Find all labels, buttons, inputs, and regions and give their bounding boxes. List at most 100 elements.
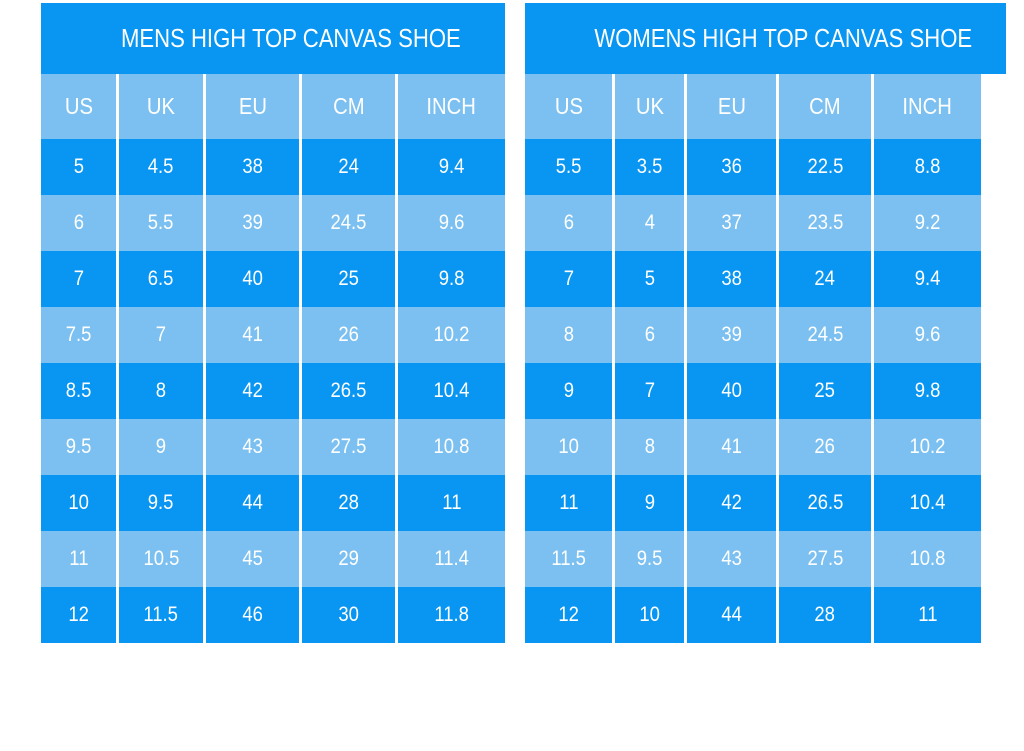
cell-value: 4 (644, 211, 655, 234)
cell-value: 22.5 (807, 155, 843, 178)
table-cell: 4 (615, 195, 687, 251)
column-header-uk: UK (119, 74, 206, 139)
table-row: 12 11.5 46 30 11.8 (41, 587, 505, 643)
table-cell: 9.5 (119, 475, 206, 531)
table-cell: 9.4 (398, 139, 505, 195)
table-row: 10 9.5 44 28 11 (41, 475, 505, 531)
column-header-label: US (554, 93, 583, 119)
cell-value: 11 (68, 547, 89, 570)
table-row: 7 5 38 24 9.4 (525, 251, 981, 307)
cell-value: 10 (639, 603, 660, 626)
cell-value: 5 (644, 267, 655, 290)
table-cell: 6.5 (119, 251, 206, 307)
cell-value: 10.5 (143, 547, 179, 570)
cell-value: 8.8 (914, 155, 941, 178)
table-cell: 9.8 (874, 363, 981, 419)
column-header-cm: CM (302, 74, 398, 139)
cell-value: 25 (814, 379, 836, 402)
cell-value: 10.4 (433, 379, 470, 402)
table-cell: 41 (206, 307, 302, 363)
cell-value: 26.5 (807, 491, 843, 514)
table-cell: 5 (41, 139, 119, 195)
cell-value: 9 (563, 379, 574, 402)
column-header-eu: EU (206, 74, 302, 139)
header-row: US UK EU CM INCH (525, 74, 981, 139)
table-cell: 10.2 (398, 307, 505, 363)
cell-value: 39 (721, 323, 742, 346)
table-cell: 42 (206, 363, 302, 419)
size-charts: MENS HIGH TOP CANVAS SHOE US UK EU CM INCH 5… (41, 3, 1006, 643)
table-row: 5.5 3.5 36 22.5 8.8 (525, 139, 981, 195)
table-row: 12 10 44 28 11 (525, 587, 981, 643)
table-cell: 9.2 (874, 195, 981, 251)
cell-value: 7 (563, 267, 574, 290)
table-cell: 24 (302, 139, 398, 195)
cell-value: 10.4 (909, 491, 946, 514)
cell-value: 10.2 (433, 323, 470, 346)
cell-value: 27.5 (807, 547, 843, 570)
womens-size-chart: WOMENS HIGH TOP CANVAS SHOE US UK EU CM INCH… (525, 3, 1006, 643)
header-row: US UK EU CM INCH (41, 74, 505, 139)
cell-value: 38 (721, 267, 742, 290)
cell-value: 11.5 (551, 547, 586, 570)
table-cell: 11 (874, 587, 981, 643)
table-cell: 4.5 (119, 139, 206, 195)
cell-value: 44 (721, 603, 742, 626)
table-cell: 8 (119, 363, 206, 419)
table-cell: 26 (779, 419, 874, 475)
cell-value: 9.8 (438, 267, 465, 290)
cell-value: 25 (338, 267, 359, 290)
cell-value: 5.5 (555, 155, 582, 178)
table-row: 6 5.5 39 24.5 9.6 (41, 195, 505, 251)
table-row: 7 6.5 40 25 9.8 (41, 251, 505, 307)
table-cell: 44 (687, 587, 779, 643)
column-header-label: US (64, 93, 93, 119)
cell-value: 10.8 (433, 435, 470, 458)
table-cell: 11 (525, 475, 615, 531)
cell-value: 24.5 (807, 323, 843, 346)
womens-chart-title: WOMENS HIGH TOP CANVAS SHOE (594, 23, 973, 53)
table-cell: 11.8 (398, 587, 505, 643)
cell-value: 23.5 (807, 211, 843, 234)
cell-value: 9.6 (914, 323, 941, 346)
table-cell: 5 (615, 251, 687, 307)
table-cell: 10.4 (398, 363, 505, 419)
table-row: 8 6 39 24.5 9.6 (525, 307, 981, 363)
table-cell: 3.5 (615, 139, 687, 195)
column-header-inch: INCH (874, 74, 981, 139)
cell-value: 40 (242, 267, 263, 290)
table-cell: 10.2 (874, 419, 981, 475)
table-cell: 27.5 (779, 531, 874, 587)
table-cell: 30 (302, 587, 398, 643)
table-cell: 24.5 (302, 195, 398, 251)
cell-value: 46 (242, 603, 263, 626)
cell-value: 12 (558, 603, 579, 626)
table-cell: 27.5 (302, 419, 398, 475)
cell-value: 43 (242, 435, 263, 458)
table-cell: 9 (615, 475, 687, 531)
table-cell: 11 (398, 475, 505, 531)
mens-size-chart: MENS HIGH TOP CANVAS SHOE US UK EU CM INCH 5… (41, 3, 505, 643)
cell-value: 9.6 (438, 211, 465, 234)
cell-value: 11 (441, 491, 462, 514)
cell-value: 10.8 (909, 547, 946, 570)
table-cell: 9.6 (398, 195, 505, 251)
table-cell: 11.5 (119, 587, 206, 643)
table-cell: 7 (41, 251, 119, 307)
cell-value: 10 (68, 491, 89, 514)
table-cell: 41 (687, 419, 779, 475)
cell-value: 6 (644, 323, 655, 346)
cell-value: 10.2 (909, 435, 946, 458)
cell-value: 28 (814, 603, 836, 626)
cell-value: 11 (917, 603, 938, 626)
cell-value: 9.5 (636, 547, 663, 570)
table-cell: 5.5 (525, 139, 615, 195)
table-cell: 8 (615, 419, 687, 475)
cell-value: 26.5 (330, 379, 367, 402)
cell-value: 42 (242, 379, 263, 402)
table-row: 9.5 9 43 27.5 10.8 (41, 419, 505, 475)
table-cell: 7 (525, 251, 615, 307)
table-cell: 28 (779, 587, 874, 643)
table-cell: 10 (615, 587, 687, 643)
cell-value: 6.5 (148, 267, 174, 290)
